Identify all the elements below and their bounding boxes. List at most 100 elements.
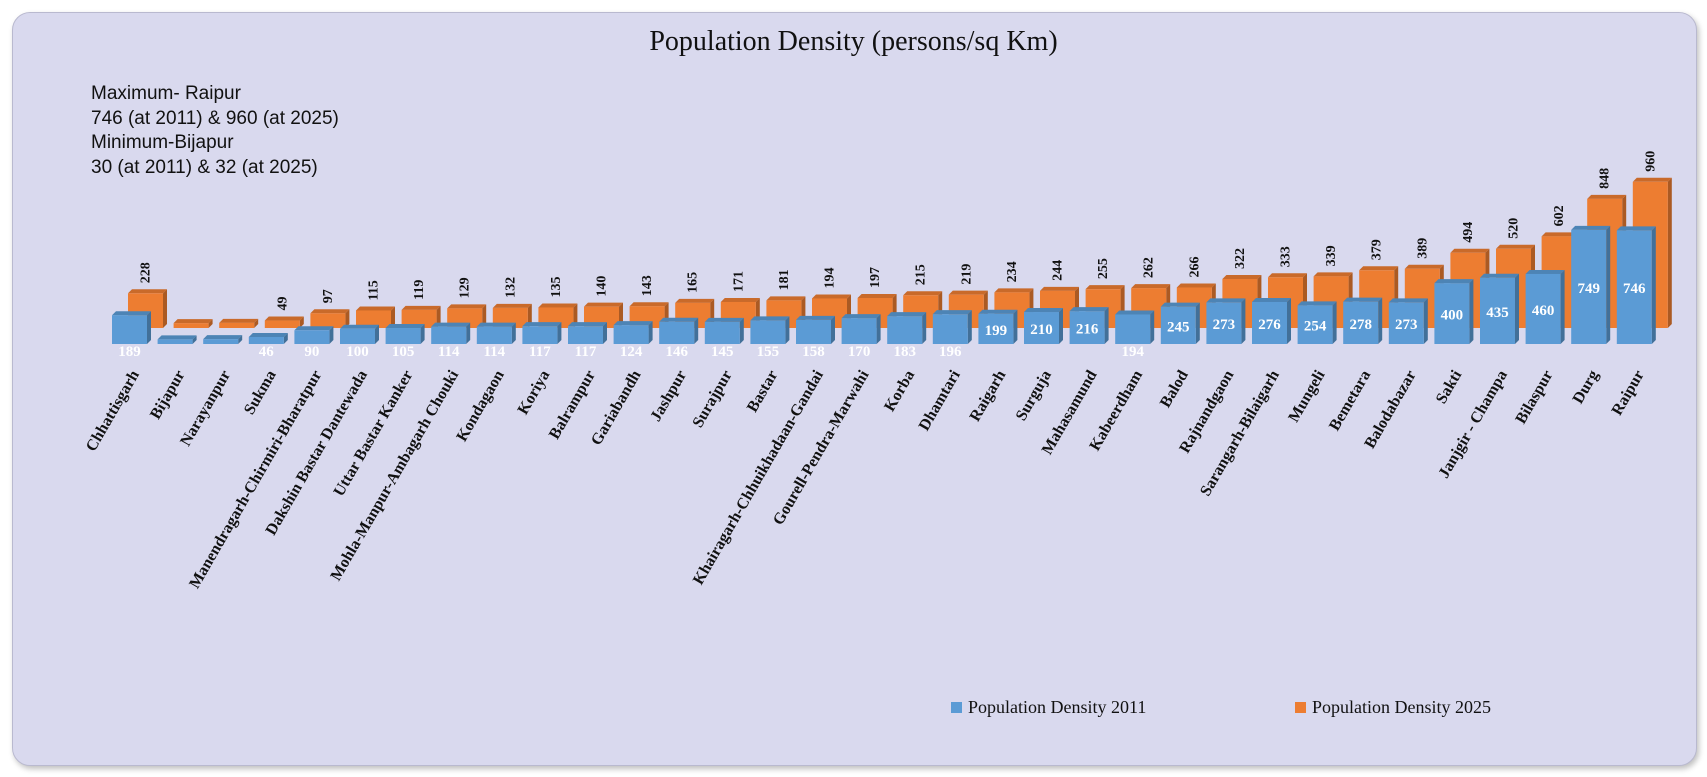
bar-2011 — [1024, 308, 1063, 344]
bar-top — [1450, 248, 1490, 253]
bar-2011 — [887, 312, 927, 344]
annotation-line: 746 (at 2011) & 960 (at 2025) — [91, 107, 339, 129]
bar-side — [1104, 307, 1109, 344]
bar-top — [629, 302, 669, 307]
bar-top — [1632, 177, 1672, 182]
bar-2011 — [1206, 298, 1246, 344]
bar-side — [345, 309, 350, 328]
bar-side — [603, 322, 607, 344]
category-label: Kondagaon — [453, 367, 507, 444]
bar-2011 — [522, 322, 562, 344]
bar-side — [876, 314, 881, 344]
bar-top — [857, 293, 897, 298]
chart-title: Population Density (persons/sq Km) — [649, 26, 1058, 57]
data-label-2025: 165 — [686, 272, 701, 293]
bar-top — [1040, 286, 1079, 291]
bar-top — [1206, 298, 1246, 303]
bar-side — [208, 319, 213, 328]
data-label-2025: 322 — [1233, 248, 1248, 269]
category-label: Koriya — [515, 368, 554, 418]
data-label-2011: 194 — [1121, 344, 1144, 360]
data-label-2025: 244 — [1051, 260, 1066, 281]
bar-face — [356, 310, 391, 328]
bar-face — [1115, 314, 1151, 344]
bar-top — [659, 317, 699, 322]
bar-side — [466, 322, 471, 344]
bar-2011 — [157, 335, 197, 344]
bar-2011 — [796, 315, 835, 344]
bar-top — [1616, 226, 1656, 231]
bar-side — [391, 306, 395, 328]
bar-side — [694, 317, 699, 344]
bar-top — [1525, 269, 1565, 274]
data-label-2011: 158 — [802, 344, 825, 360]
data-label-2025: 49 — [275, 297, 290, 311]
bar-top — [1069, 307, 1109, 312]
bar-top — [1434, 279, 1474, 284]
bar-face — [1434, 283, 1470, 344]
data-label-2025: 494 — [1461, 222, 1476, 243]
bar-side — [527, 303, 532, 328]
bar-side — [573, 303, 578, 328]
data-label-2025: 129 — [458, 277, 473, 298]
bar-face — [112, 315, 147, 344]
bar-2011 — [1571, 225, 1611, 344]
category-label: Durg — [1570, 368, 1603, 407]
bar-side — [1606, 225, 1611, 344]
bar-top — [1343, 297, 1383, 302]
data-label-2011: 254 — [1304, 319, 1327, 335]
bar-face — [887, 316, 923, 344]
bar-2025 — [310, 309, 350, 328]
bar-top — [1024, 308, 1063, 313]
data-label-2011: 117 — [575, 344, 597, 360]
category-label: Dhamtari — [916, 367, 964, 434]
bar-face — [522, 326, 558, 344]
data-label-2025: 194 — [823, 267, 838, 288]
data-label-2011: 245 — [1167, 319, 1190, 335]
bar-top — [903, 291, 943, 296]
bar-top — [522, 322, 562, 327]
bar-2025 — [356, 306, 395, 328]
data-label-2025: 262 — [1142, 257, 1157, 278]
data-label-2025: 602 — [1552, 205, 1567, 226]
bar-side — [1469, 279, 1474, 344]
bar-face — [1616, 230, 1652, 344]
bar-2011 — [704, 317, 744, 344]
data-label-2025: 389 — [1415, 238, 1430, 259]
bar-face — [219, 322, 255, 328]
bar-top — [796, 315, 835, 320]
bar-2011 — [1297, 301, 1337, 344]
legend-label-2011: Population Density 2011 — [968, 697, 1147, 717]
bar-top — [1480, 273, 1519, 278]
bar-2011 — [1480, 273, 1519, 344]
data-label-2011: 100 — [346, 344, 369, 360]
bar-face — [248, 336, 284, 344]
bar-2011 — [431, 322, 471, 344]
bar-side — [238, 335, 243, 344]
bar-top — [431, 322, 471, 327]
annotation-line: Maximum- Raipur — [91, 83, 241, 104]
data-label-2011: 749 — [1577, 281, 1600, 297]
category-label: Balod — [1157, 367, 1192, 410]
bar-side — [1059, 308, 1063, 344]
bar-2011 — [613, 321, 653, 344]
bar-side — [1667, 177, 1672, 328]
bar-face — [340, 328, 375, 344]
data-label-2025: 119 — [412, 280, 427, 300]
bar-face — [157, 339, 193, 344]
bar-top — [994, 288, 1034, 293]
bar-face — [1024, 312, 1059, 344]
bar-face — [613, 325, 649, 344]
series-2011-bars: 189 46 90 100 105 114 114 117 117 124 146 145 155 158… — [112, 225, 1656, 360]
data-label-2011: 155 — [757, 344, 780, 360]
bar-top — [1297, 301, 1337, 306]
chart-frame — [12, 12, 1697, 766]
bar-top — [157, 335, 197, 340]
data-label-2025: 197 — [868, 267, 883, 288]
data-label-2011: 114 — [483, 344, 505, 360]
data-label-2011: 210 — [1030, 322, 1053, 338]
annotation-line: Minimum-Bijapur — [91, 132, 234, 153]
bar-face — [659, 321, 695, 344]
data-label-2011: 460 — [1532, 303, 1555, 319]
data-label-2025: 97 — [321, 289, 336, 303]
